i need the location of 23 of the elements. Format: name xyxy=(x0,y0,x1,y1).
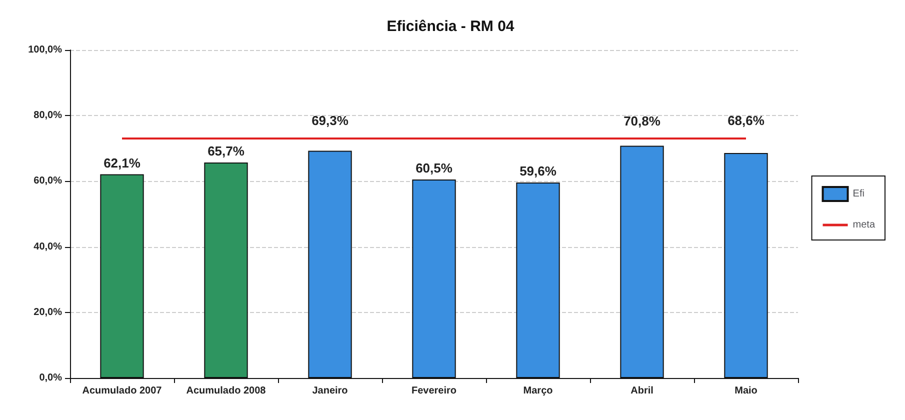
y-tick-label: 60,0% xyxy=(34,176,62,187)
legend-label: Efi xyxy=(852,188,864,200)
y-tick-label: 40,0% xyxy=(34,241,62,252)
y-tick-label: 0,0% xyxy=(39,372,62,384)
x-tick-label: Acumulado 2008 xyxy=(186,386,266,396)
x-tick-label: Março xyxy=(523,386,553,396)
x-tick-label: Maio xyxy=(734,386,758,396)
y-tick-label: 80,0% xyxy=(34,110,62,122)
chart-title: Eficiência - RM 04 xyxy=(386,18,515,35)
data-label: 60,5% xyxy=(416,160,453,176)
legend-label: meta xyxy=(852,220,876,230)
x-tick-label: Janeiro xyxy=(312,386,348,396)
y-tick-label: 20,0% xyxy=(34,306,62,318)
x-tick-label: Fevereiro xyxy=(411,386,457,396)
y-tick-label: 100,0% xyxy=(28,44,62,56)
data-label: 70,8% xyxy=(624,113,661,128)
data-label: 62,1% xyxy=(104,155,141,170)
data-label: 68,6% xyxy=(728,113,765,128)
x-tick-label: Abril xyxy=(630,386,654,396)
data-label: 59,6% xyxy=(520,164,557,179)
data-label: 65,7% xyxy=(208,144,245,159)
data-label: 69,3% xyxy=(312,113,349,128)
x-tick-label: Acumulado 2007 xyxy=(82,386,162,396)
